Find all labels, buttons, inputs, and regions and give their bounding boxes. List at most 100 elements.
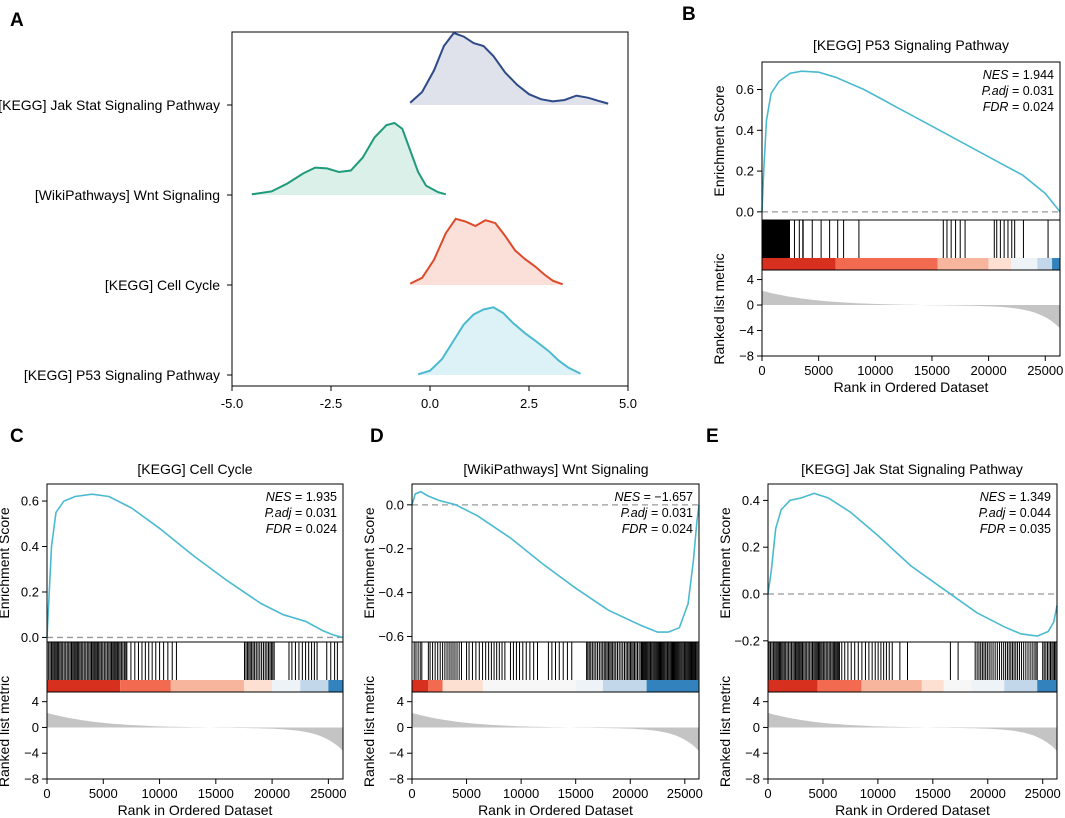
heat-segment [412,680,429,692]
heat-segment [937,258,989,270]
xtick-label: 25000 [310,786,346,801]
xtick-label: 25000 [1025,786,1061,801]
heat-segment [442,680,483,692]
heat-segment [47,680,121,692]
ridge-label-p53: [KEGG] P53 Signaling Pathway [24,367,220,383]
es-ytick-label: 0.0 [736,204,754,219]
panel-b: B [KEGG] P53 Signaling Pathway 0.0 0.2 0… [682,4,1063,395]
heat-segment [602,680,647,692]
heat-segment [646,680,699,692]
heat-segment [988,258,1012,270]
x-axis-label: Rank in Ordered Dataset [478,802,633,818]
ridge-label-jak-stat: [KEGG] Jak Stat Signaling Pathway [0,97,220,113]
rank-ytick-label: 4 [32,694,39,709]
xtick-label: 0 [43,786,50,801]
ridge-line-wnt [251,121,447,196]
es-y-axis: 0.0 0.2 0.4 0.6 [21,494,47,645]
fdr-stat: FDR = 0.024 [983,100,1054,114]
heat-segment [328,680,343,692]
padj-label: P.adj [265,506,293,520]
xtick-label: 20000 [970,786,1006,801]
ridge-layer [251,31,609,376]
xtick-label: 10000 [503,786,539,801]
nes-stat: NES = −1.657 [614,490,693,504]
panel-d-title: [WikiPathways] Wnt Signaling [463,461,648,477]
panel-e-title: [KEGG] Jak Stat Signaling Pathway [801,461,1023,477]
heat-segment [1011,258,1038,270]
enrichment-score-curve [411,490,700,633]
heat-segment [120,680,171,692]
fdr-label: FDR [266,522,292,536]
ridge-label-wnt: [WikiPathways] Wnt Signaling [35,187,220,203]
ridge-xtick-label: -5.0 [221,396,243,411]
xtick-label: 25000 [1027,363,1063,378]
panel-marks [767,483,1058,780]
rank-frame [767,691,1058,780]
nes-stat: NES = 1.349 [980,490,1051,504]
es-ytick-label: 0.0 [21,630,39,645]
rank-ytick-label: 0 [753,720,760,735]
padj-value: 0.031 [662,506,693,520]
panel-a: A [KEGG] Jak Stat Signaling Pathway [Wik… [0,10,637,411]
stats-box: NES = −1.657 P.adj = 0.031 FDR = 0.024 [614,490,693,536]
fdr-value: 0.035 [1020,522,1051,536]
heat-segment [861,680,922,692]
rank-ytick-label: −4 [24,746,39,761]
padj-stat: P.adj = 0.031 [621,506,693,520]
es-ytick-label: 0.2 [21,584,39,599]
rank-ytick-label: 0 [747,298,754,313]
es-ytick-label: −0.2 [378,541,404,556]
rank-x-axis: 0 5000 10000 15000 20000 25000 [43,779,346,801]
xtick-label: 15000 [914,363,950,378]
es-y-axis: 0.0 0.2 0.4 0.6 [736,82,762,219]
heat-segment [1052,258,1060,270]
panel-b-title: [KEGG] P53 Signaling Pathway [813,37,1009,53]
ridge-line-p53 [417,306,581,376]
heat-segment [768,680,818,692]
rank-ytick-label: 4 [753,694,760,709]
rank-frame [46,691,344,780]
ridge-fill-cell-cycle [410,218,563,285]
panel-marks [46,483,344,780]
rank-ytick-label: −8 [745,772,760,787]
fdr-label: FDR [622,522,648,536]
es-ytick-label: 0.2 [742,540,760,555]
panel-e: E [KEGG] Jak Stat Signaling Pathway 0.4 … [706,426,1061,818]
panel-marks [761,61,1061,357]
rank-frame [761,269,1061,357]
rank-ytick-label: −8 [739,349,754,364]
stats-box: NES = 1.944 P.adj = 0.031 FDR = 0.024 [982,68,1054,114]
es-ytick-label: 0.0 [742,587,760,602]
es-y-label: Enrichment Score [711,85,727,196]
nes-value: 1.349 [1020,490,1051,504]
heat-segment [943,680,972,692]
x-axis-label: Rank in Ordered Dataset [834,379,989,395]
heat-segment [243,680,273,692]
padj-label: P.adj [621,506,649,520]
heat-segment [1037,258,1053,270]
xtick-label: 10000 [860,786,896,801]
heat-segment [835,258,938,270]
padj-value: 0.031 [306,506,337,520]
nes-label: NES [980,490,1006,504]
x-axis-label: Rank in Ordered Dataset [118,802,273,818]
xtick-label: 15000 [198,786,234,801]
heat-segment [971,680,1005,692]
ridge-fill-wnt [251,123,446,195]
xtick-label: 5000 [804,363,833,378]
ridge-line-jak-stat [409,31,609,105]
nes-label: NES [614,490,640,504]
ranked-metric-area [768,712,1057,751]
xtick-label: 5000 [808,786,837,801]
fdr-stat: FDR = 0.024 [266,522,337,536]
es-y-axis: 0.0 −0.2 −0.4 −0.6 [378,497,412,644]
padj-value: 0.031 [1023,84,1054,98]
nes-stat: NES = 1.944 [983,68,1054,82]
panel-d: D [WikiPathways] Wnt Signaling 0.0 −0.2 … [361,426,703,818]
xtick-label: 15000 [915,786,951,801]
fdr-stat: FDR = 0.024 [622,522,693,536]
rank-x-axis: 0 5000 10000 15000 20000 25000 [408,779,703,801]
ridge-line-cell-cycle [409,217,564,286]
heat-segment [300,680,329,692]
xtick-label: 10000 [141,786,177,801]
